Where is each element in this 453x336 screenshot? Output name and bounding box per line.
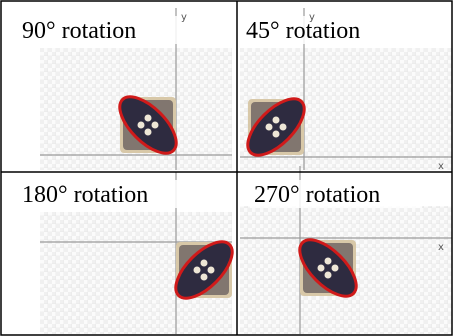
motif-dot [208,267,215,274]
motif-dot [201,274,208,281]
cell: 90° rotation y [18,8,232,170]
motif-dot [266,124,273,131]
cell: 180° rotation [18,172,241,334]
motif-dot [273,117,280,124]
axis-x-label: x [438,242,444,253]
motif-dot [273,131,280,138]
motif [291,231,366,306]
motif-dot [194,267,201,274]
cell: 270° rotation x [240,166,452,334]
cell-label: 270° rotation [254,182,380,208]
axis-y-label: y [309,12,315,23]
cell-label: 45° rotation [246,18,360,44]
motif-dot [332,265,339,272]
motif-dot [325,272,332,279]
motif [239,90,314,165]
motif [111,88,186,163]
cell-label: 90° rotation [22,18,136,44]
rotation-table: 90° rotationy45° rotationyx180° rotation… [0,0,453,336]
cell-label: 180° rotation [22,182,148,208]
axis-x-label: x [438,161,444,172]
motif [167,233,242,308]
motif-dot [145,129,152,136]
motif-dot [325,258,332,265]
motif-dot [201,260,208,267]
motif-dot [138,122,145,129]
motif-dot [318,265,325,272]
axis-y-label: y [181,12,187,23]
motif-dot [280,124,287,131]
motif-dot [152,122,159,129]
motif-dot [145,115,152,122]
